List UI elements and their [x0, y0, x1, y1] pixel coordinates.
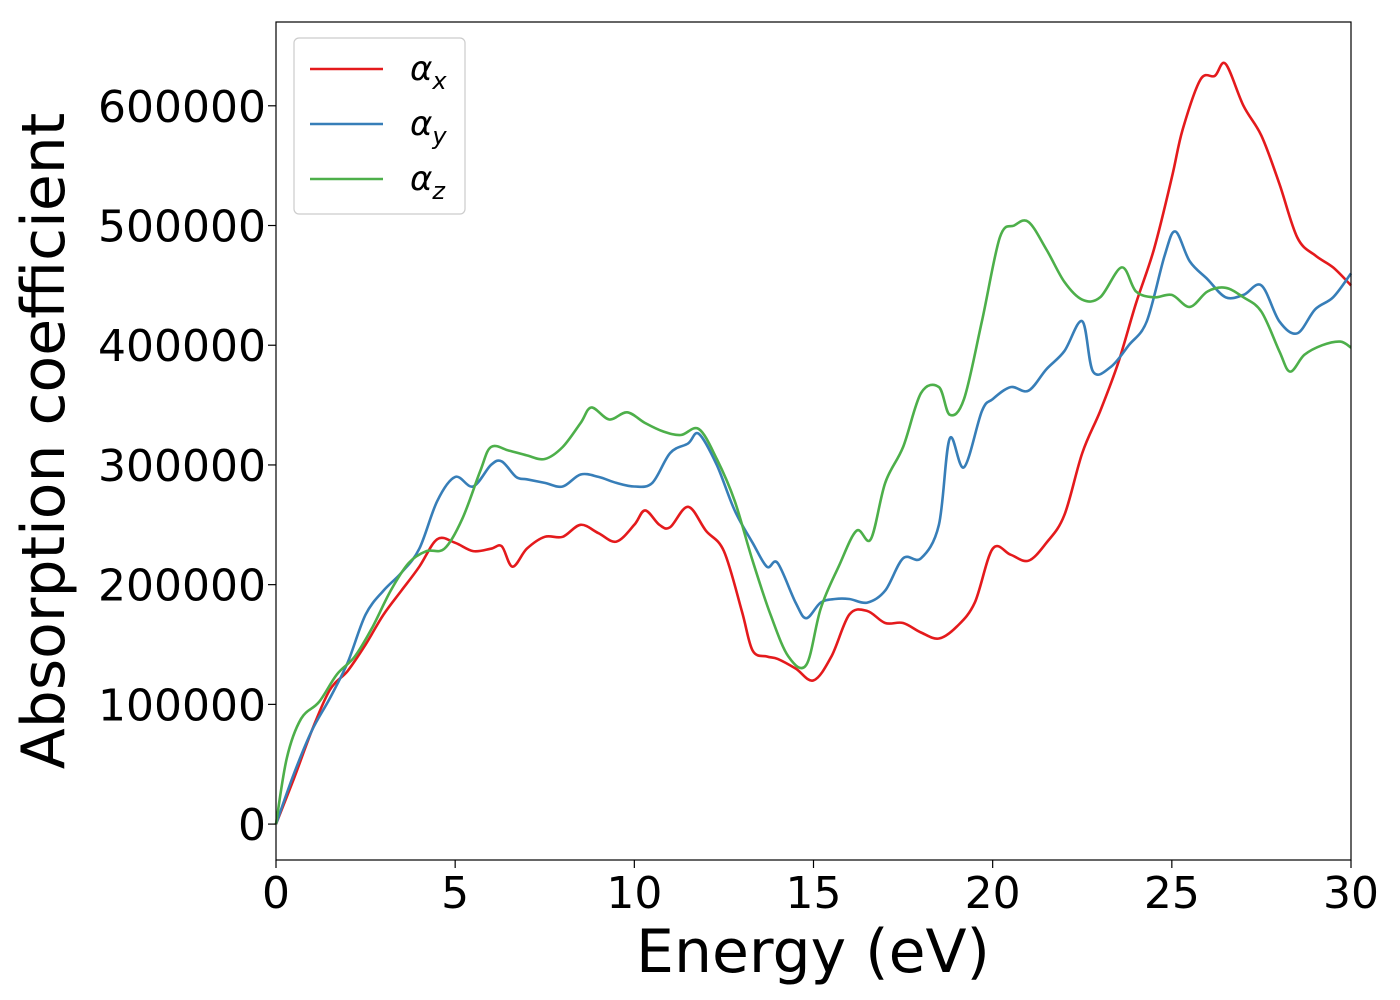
- x-axis-title: Energy (eV): [636, 917, 990, 987]
- y-axis: 0 100000 200000 300000 400000 500000 600000: [98, 82, 276, 851]
- y-tick-label: 0: [238, 800, 266, 851]
- series-layer: [274, 61, 1353, 825]
- y-tick-label: 600000: [98, 82, 266, 133]
- y-tick-label: 100000: [98, 680, 266, 731]
- x-tick-label: 0: [262, 868, 290, 919]
- legend-label-x: αx: [410, 49, 447, 95]
- y-tick-label: 200000: [98, 561, 266, 612]
- y-axis-title: Absorption coefficient: [9, 113, 79, 770]
- x-axis: 0 5 10 15 20 25 30: [262, 860, 1379, 919]
- series-line-z: [274, 219, 1352, 825]
- legend-box: [293, 37, 466, 215]
- x-tick-label: 25: [1144, 868, 1200, 919]
- x-tick-label: 30: [1323, 868, 1379, 919]
- legend-label-z: αz: [410, 159, 446, 205]
- y-tick-label: 400000: [98, 321, 266, 372]
- legend-label-y: αy: [410, 104, 447, 150]
- y-tick-label: 300000: [98, 441, 266, 492]
- x-tick-label: 10: [606, 868, 662, 919]
- x-tick-label: 20: [965, 868, 1021, 919]
- series-line-y: [274, 230, 1353, 825]
- x-tick-label: 15: [786, 868, 842, 919]
- legend: αx αy αz: [293, 37, 466, 215]
- x-tick-label: 5: [441, 868, 469, 919]
- y-tick-label: 500000: [98, 202, 266, 253]
- series-line-x: [274, 61, 1352, 825]
